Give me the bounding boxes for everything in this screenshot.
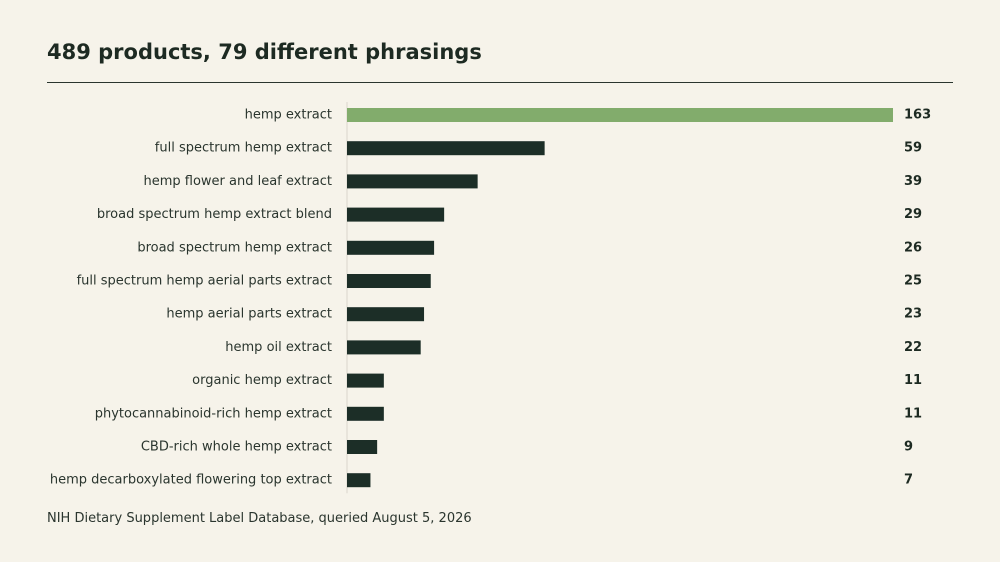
category-label: hemp flower and leaf extract xyxy=(143,174,332,189)
value-label: 11 xyxy=(904,406,922,421)
value-label: 29 xyxy=(904,207,922,222)
value-label: 26 xyxy=(904,240,922,255)
value-label: 7 xyxy=(904,473,913,488)
value-label: 22 xyxy=(904,340,922,355)
category-label: hemp aerial parts extract xyxy=(166,307,332,322)
category-label: organic hemp extract xyxy=(192,373,332,388)
chart-title: 489 products, 79 different phrasings xyxy=(47,40,482,64)
category-label: CBD-rich whole hemp extract xyxy=(141,440,332,455)
bar xyxy=(347,141,545,156)
category-label: hemp decarboxylated flowering top extrac… xyxy=(50,473,332,488)
bar xyxy=(347,307,425,322)
bar xyxy=(347,207,445,222)
value-label: 25 xyxy=(904,274,922,289)
bar xyxy=(347,473,371,488)
bar xyxy=(347,240,435,255)
bar xyxy=(347,340,421,355)
category-label: hemp oil extract xyxy=(225,340,332,355)
category-label: full spectrum hemp extract xyxy=(155,141,332,156)
bar xyxy=(347,373,384,388)
bar xyxy=(347,174,478,189)
value-label: 23 xyxy=(904,307,922,322)
value-label: 163 xyxy=(904,108,931,123)
category-label: broad spectrum hemp extract xyxy=(137,240,332,255)
category-label: hemp extract xyxy=(245,108,332,123)
value-label: 59 xyxy=(904,141,922,156)
category-label: broad spectrum hemp extract blend xyxy=(97,207,332,222)
bar xyxy=(347,274,431,288)
category-label: phytocannabinoid-rich hemp extract xyxy=(95,406,332,421)
title-divider xyxy=(47,82,953,83)
source-note: NIH Dietary Supplement Label Database, q… xyxy=(47,511,472,526)
value-label: 9 xyxy=(904,440,913,455)
bar xyxy=(347,406,384,421)
value-label: 11 xyxy=(904,373,922,388)
bar xyxy=(347,440,378,454)
value-label: 39 xyxy=(904,174,922,189)
category-label: full spectrum hemp aerial parts extract xyxy=(77,274,332,289)
bar xyxy=(347,108,893,122)
